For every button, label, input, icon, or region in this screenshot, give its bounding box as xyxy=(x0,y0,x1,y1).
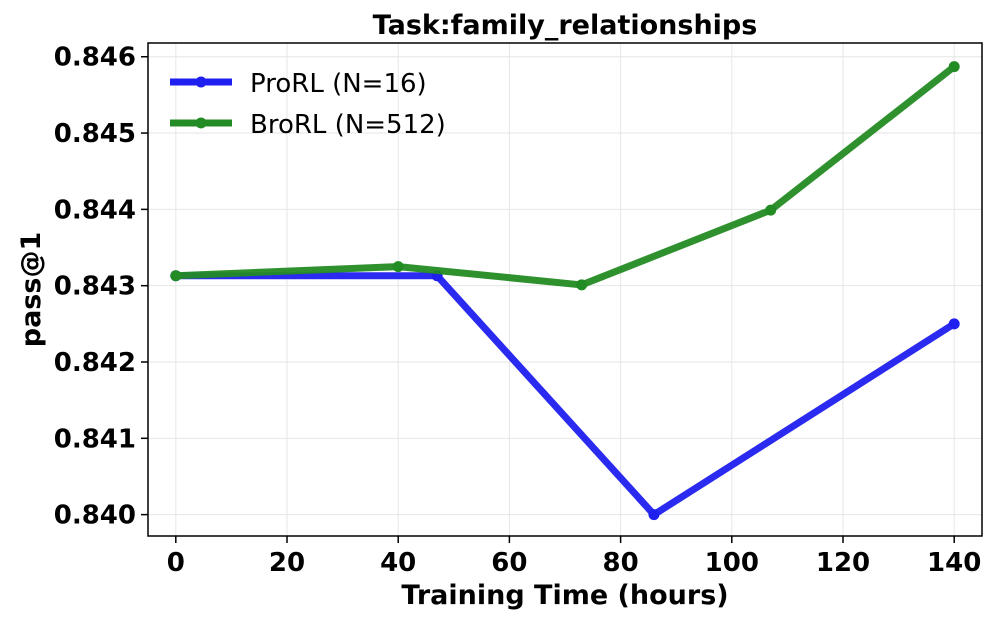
data-point xyxy=(648,509,660,521)
y-tick-label: 0.842 xyxy=(54,348,136,378)
y-tick-label: 0.843 xyxy=(54,272,136,302)
axis-ticks: 0 20 40 60 80 100 120 140 0.840 0.841 0.842 0.843 0.… xyxy=(54,43,982,578)
x-tick-label: 60 xyxy=(491,548,527,578)
y-tick-label: 0.845 xyxy=(54,119,136,149)
x-tick-label: 40 xyxy=(380,548,416,578)
legend: ProRL (N=16) BroRL (N=512) xyxy=(170,69,446,140)
x-tick-label: 20 xyxy=(269,548,305,578)
x-tick-label: 100 xyxy=(705,548,759,578)
series-layer xyxy=(170,61,960,521)
y-tick-label: 0.846 xyxy=(54,43,136,73)
chart-title: Task:family_relationships xyxy=(373,10,758,41)
data-point xyxy=(765,204,777,216)
y-tick-label: 0.841 xyxy=(54,424,136,454)
y-axis-label: pass@1 xyxy=(16,232,47,347)
series-line-1 xyxy=(172,63,958,289)
x-tick-label: 0 xyxy=(167,548,185,578)
plot-frame xyxy=(147,42,983,537)
data-point xyxy=(948,318,960,330)
legend-label-0: ProRL (N=16) xyxy=(250,69,427,99)
data-point xyxy=(392,261,404,273)
grid-lines xyxy=(148,43,982,536)
data-point xyxy=(576,279,588,291)
y-tick-label: 0.840 xyxy=(54,501,136,531)
series-line-0 xyxy=(172,272,958,519)
y-tick-label: 0.844 xyxy=(54,195,136,225)
data-point xyxy=(948,61,960,73)
x-axis-label: Training Time (hours) xyxy=(401,580,728,611)
x-tick-label: 140 xyxy=(927,548,981,578)
legend-marker-1 xyxy=(195,117,207,129)
x-tick-label: 80 xyxy=(603,548,639,578)
legend-label-1: BroRL (N=512) xyxy=(250,110,446,140)
legend-marker-0 xyxy=(195,76,207,88)
data-point xyxy=(170,270,182,282)
x-tick-label: 120 xyxy=(816,548,870,578)
